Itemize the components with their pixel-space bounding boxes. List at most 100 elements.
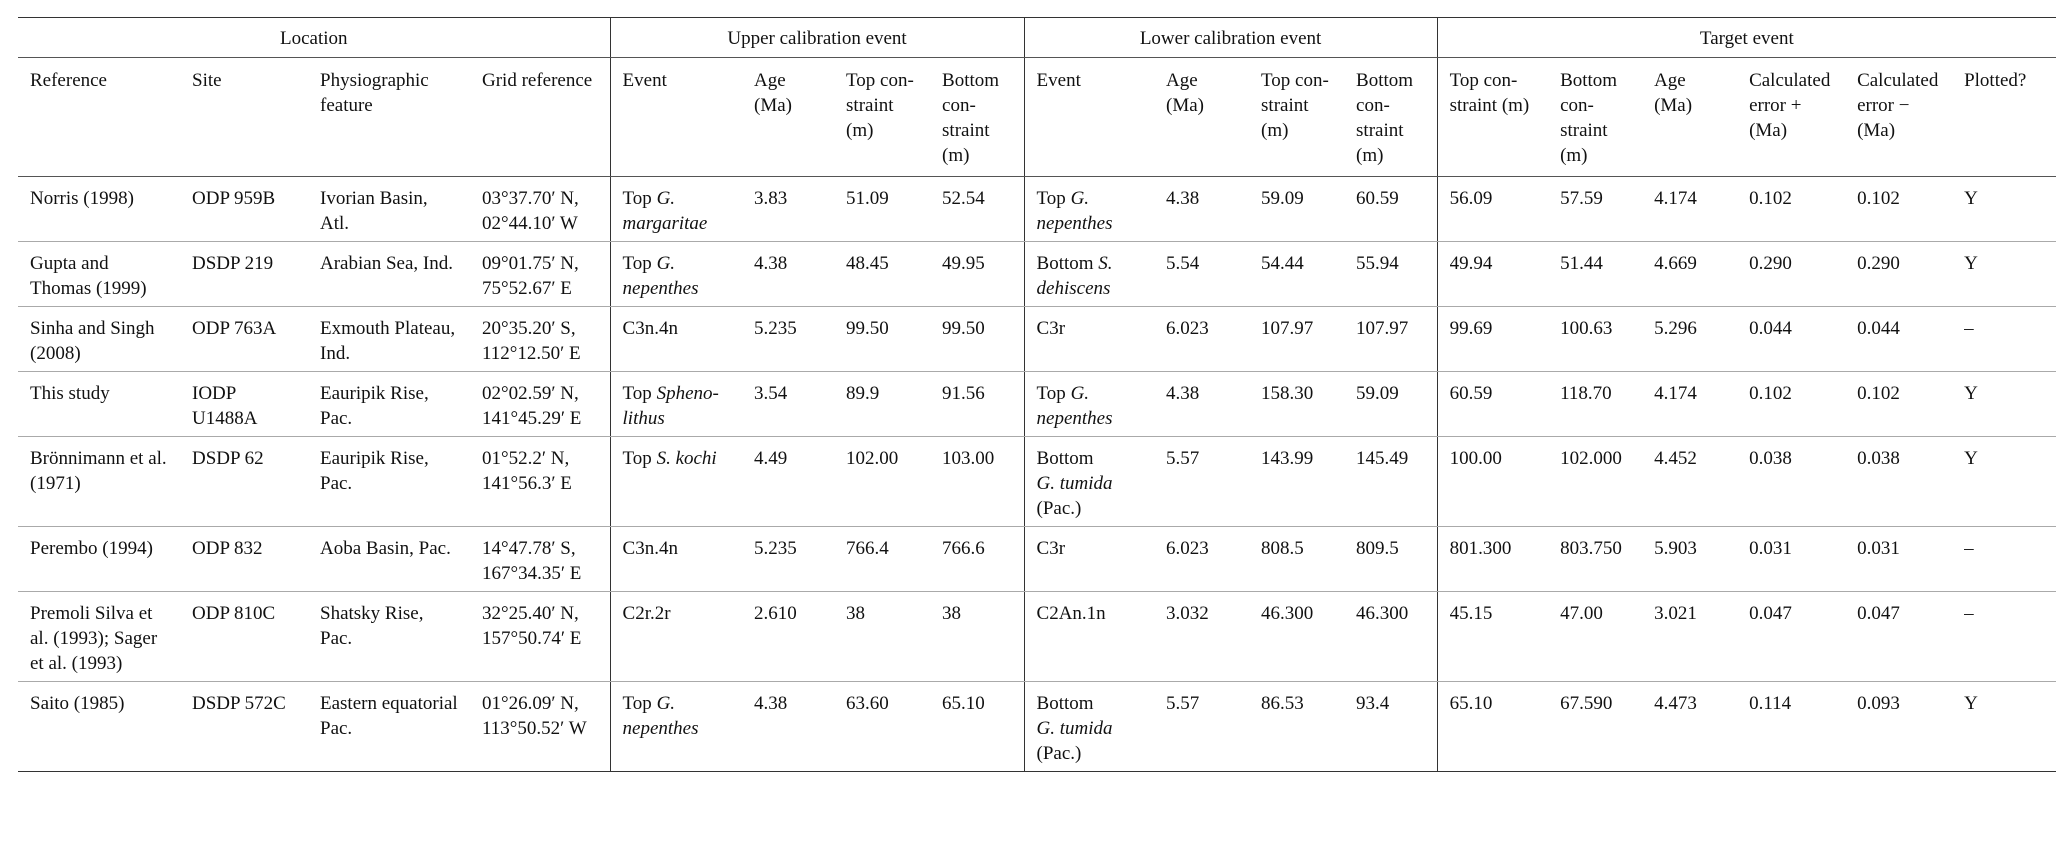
table-cell: 4.452 — [1642, 436, 1738, 527]
table-cell: Shatsky Rise, Pac. — [308, 591, 470, 682]
italic-text: G. nepenthes — [622, 253, 699, 299]
column-header: Bottom con­straint (m) — [930, 57, 1025, 177]
column-header: Reference — [18, 57, 180, 177]
table-cell: C2r.2r — [609, 591, 743, 682]
table-cell: 3.54 — [742, 371, 835, 437]
table-cell: 59.09 — [1344, 371, 1438, 437]
column-header: Age (Ma) — [742, 57, 835, 177]
table-cell: 86.53 — [1261, 693, 1304, 714]
text: Top — [1036, 188, 1066, 209]
table-cell: 48.45 — [834, 241, 931, 307]
text: Top — [622, 693, 652, 714]
table-cell: 102.00 — [834, 436, 931, 527]
table-cell: 59.09 — [1249, 176, 1345, 242]
table-cell: 32°25.40′ N, 157°50.74′ E — [470, 591, 611, 682]
table-cell: – — [1952, 526, 2057, 592]
table-body: Norris (1998) ODP 959B Ivorian Basin, Atl.… — [18, 176, 2057, 772]
table-cell: Premoli Silva et al. (1993); Sager et al… — [18, 591, 180, 682]
table-cell: 4.38 — [754, 693, 788, 714]
column-header-row: Reference Site Physiographic feature Grid r… — [18, 57, 2057, 177]
table-cell: Top G. nepenthes — [609, 681, 743, 772]
table-cell: 99.69 — [1436, 306, 1549, 372]
table-cell: IODP U1488A — [180, 371, 308, 437]
column-header: Plotted? — [1952, 57, 2057, 177]
column-header: Grid reference — [470, 57, 611, 177]
column-header: Top con­straint (m) — [834, 57, 931, 177]
table-cell: 01°52.2′ N, 141°56.3′ E — [470, 436, 611, 527]
table-cell: 0.102 — [1845, 176, 1953, 242]
text: Bottom — [1036, 693, 1094, 714]
table-cell: Y — [1952, 241, 2057, 307]
table-cell: 38 — [930, 591, 1025, 682]
table-cell: 3.83 — [742, 176, 835, 242]
table-cell: 102.000 — [1548, 436, 1643, 527]
column-header: Event — [1023, 57, 1155, 177]
table-cell: DSDP 572C — [192, 693, 286, 714]
table-cell: 3.032 — [1154, 591, 1250, 682]
table-cell: 09°01.75′ N, 75°52.67′ E — [470, 241, 611, 307]
table-row: Saito (1985) DSDP 572C Eastern equatorial … — [18, 681, 2056, 772]
group-header: Location — [18, 17, 611, 58]
text: Bottom — [1036, 448, 1094, 469]
table-row: Premoli Silva et al. (1993); Sager et al… — [18, 591, 2057, 682]
table-cell: 808.5 — [1249, 526, 1345, 592]
table-cell: 0.038 — [1845, 436, 1953, 527]
table-cell: 65.10 — [942, 693, 985, 714]
table-cell: Top G. nepenthes — [609, 241, 743, 307]
table-cell: 4.38 — [1154, 176, 1250, 242]
group-header: Lower calibration event — [1023, 17, 1438, 58]
table-cell: 118.70 — [1548, 371, 1643, 437]
table-cell: 0.290 — [1845, 241, 1953, 307]
column-header: Top con­straint (m) — [1249, 57, 1345, 177]
table-cell: ODP 810C — [180, 591, 308, 682]
table-cell: C2An.1n — [1023, 591, 1155, 682]
table-cell: 03°37.70′ N, 02°44.10′ W — [470, 176, 611, 242]
table-cell: 0.114 — [1749, 693, 1792, 714]
table-cell: Eastern equatorial Pac. — [320, 693, 458, 739]
table-cell: Arabian Sea, Ind. — [308, 241, 470, 307]
table-cell: 801.300 — [1436, 526, 1549, 592]
table-cell: 38 — [834, 591, 931, 682]
table-cell: C3r — [1023, 306, 1155, 372]
table-cell: 65.10 — [1436, 681, 1549, 772]
italic-text: G. tumida — [1036, 718, 1113, 739]
table-cell: 5.57 — [1166, 693, 1200, 714]
table-cell: 0.093 — [1857, 693, 1900, 714]
column-header: Bottom con­straint (m) — [1548, 57, 1643, 177]
table-cell: – — [1952, 591, 2057, 682]
table-cell: 54.44 — [1249, 241, 1345, 307]
table-cell: 4.38 — [1154, 371, 1250, 437]
text: Top — [622, 383, 652, 404]
table-cell: 4.473 — [1654, 693, 1697, 714]
italic-text: G. tumida — [1036, 473, 1113, 494]
table-cell: 766.6 — [930, 526, 1025, 592]
table-cell: 46.300 — [1344, 591, 1438, 682]
table-cell: C3r — [1023, 526, 1155, 592]
italic-text: G. nepenthes — [622, 693, 699, 739]
table-cell: 91.56 — [930, 371, 1025, 437]
table-cell: 57.59 — [1548, 176, 1643, 242]
table-cell: 4.49 — [742, 436, 835, 527]
table-cell: 0.031 — [1737, 526, 1846, 592]
table-cell: 809.5 — [1344, 526, 1438, 592]
table-cell: 52.54 — [930, 176, 1025, 242]
table-cell: Perembo (1994) — [18, 526, 180, 592]
table-row: Gupta and Thomas (1999) DSDP 219 Arabian S… — [18, 241, 2057, 307]
italic-text: G. margaritae — [622, 188, 708, 234]
table-cell: DSDP 62 — [180, 436, 308, 527]
table-cell: 0.102 — [1737, 176, 1846, 242]
table-cell: 47.00 — [1548, 591, 1643, 682]
table-cell: Eauripik Rise, Pac. — [308, 371, 470, 437]
table-cell: 63.60 — [846, 693, 889, 714]
table-row: This study IODP U1488A Eauripik Rise, Pac.… — [18, 371, 2057, 437]
table-cell: 5.54 — [1154, 241, 1250, 307]
table-cell: 51.44 — [1548, 241, 1643, 307]
text: Top — [622, 448, 652, 469]
table-cell: 100.00 — [1436, 436, 1549, 527]
italic-text: Spheno­lithus — [622, 383, 719, 429]
table-cell: This study — [18, 371, 180, 437]
column-header: Age (Ma) — [1642, 57, 1738, 177]
column-header: Top con­straint (m) — [1436, 57, 1549, 177]
table-head: Location Upper calibration event Lower cal… — [18, 17, 2057, 177]
table-cell: 14°47.78′ S, 167°34.35′ E — [470, 526, 611, 592]
